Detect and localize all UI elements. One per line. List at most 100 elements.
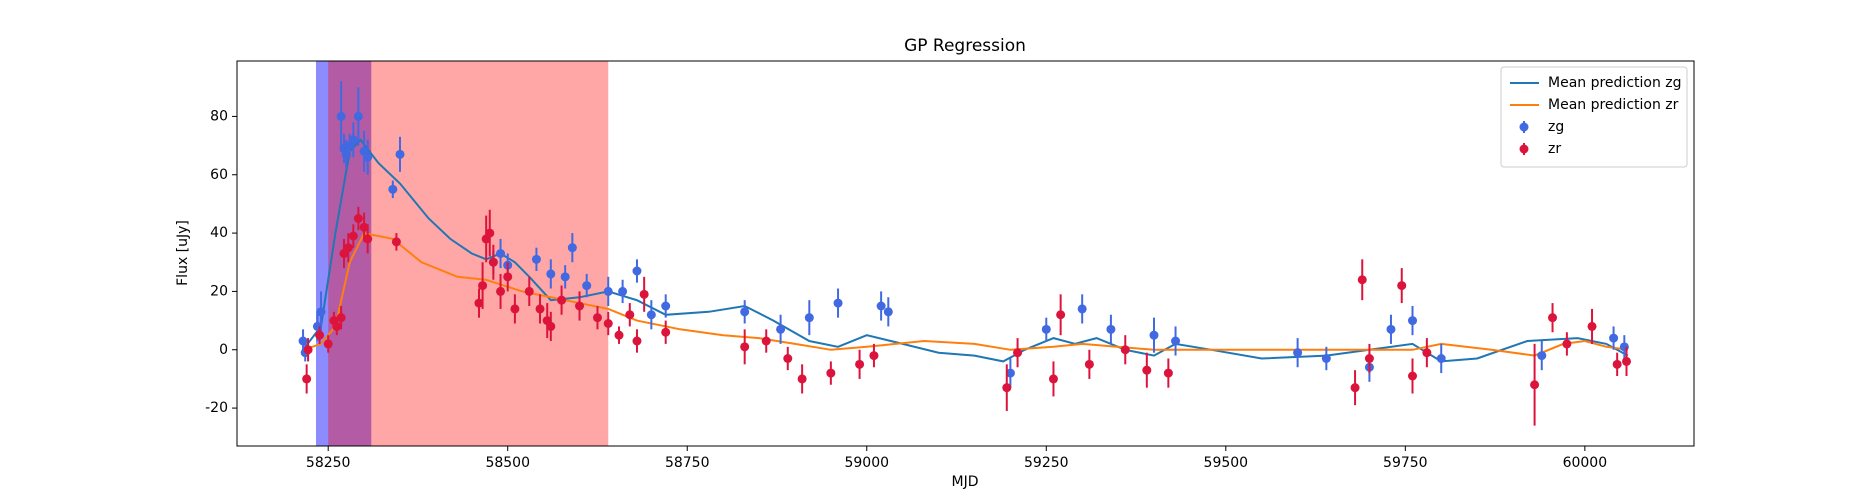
data-point [876, 301, 886, 311]
x-tick-label: 60000 [1563, 455, 1608, 471]
data-point [348, 135, 358, 145]
data-point [343, 243, 353, 253]
data-point [1163, 368, 1173, 378]
data-point [1530, 380, 1540, 390]
data-point [302, 374, 312, 384]
data-point [661, 327, 671, 337]
data-point [614, 330, 624, 340]
data-point [560, 272, 570, 282]
span [328, 61, 609, 446]
y-tick-label: 40 [210, 225, 228, 241]
data-point [632, 336, 642, 346]
data-point [826, 368, 836, 378]
y-tick-label: 80 [210, 108, 228, 124]
data-point [363, 234, 373, 244]
data-point [632, 266, 642, 276]
x-tick-label: 58750 [665, 455, 710, 471]
x-tick-label: 58500 [485, 455, 530, 471]
data-point [388, 184, 398, 194]
data-point [546, 269, 556, 279]
legend-label: zr [1548, 141, 1561, 157]
data-point [1612, 359, 1622, 369]
data-point [391, 237, 401, 247]
data-point [298, 336, 308, 346]
data-point [740, 307, 750, 317]
data-point [625, 310, 635, 320]
legend-box [1500, 66, 1688, 168]
data-point [1621, 356, 1631, 366]
data-point [341, 149, 351, 159]
data-point [1408, 371, 1418, 381]
data-point [478, 281, 488, 291]
chart-title: GP Regression [904, 36, 1026, 56]
legend: Mean prediction zg Mean prediction zr zg zr [1500, 66, 1688, 168]
data-point [567, 243, 577, 253]
data-point [474, 298, 484, 308]
data-point [804, 313, 814, 323]
data-point [1548, 313, 1558, 323]
legend-swatch [1519, 122, 1529, 132]
data-point [1002, 383, 1012, 393]
data-point [348, 231, 358, 241]
data-point [1056, 310, 1066, 320]
data-point [1350, 383, 1360, 393]
data-point [1077, 304, 1087, 314]
data-point [1048, 374, 1058, 384]
data-point [783, 354, 793, 363]
legend-swatch [1519, 144, 1529, 154]
data-point [353, 111, 363, 121]
data-point [603, 319, 613, 328]
data-point [1321, 354, 1331, 363]
data-point [395, 149, 405, 159]
data-point [557, 295, 567, 305]
data-point [1609, 333, 1619, 343]
data-point [1005, 368, 1015, 378]
x-tick-label: 59500 [1204, 455, 1249, 471]
data-point [603, 286, 613, 296]
data-point [661, 301, 671, 311]
mean-line [302, 138, 1629, 363]
legend-label: Mean prediction zg [1548, 75, 1682, 91]
y-tick-label: -20 [205, 400, 228, 416]
data-point [869, 351, 879, 361]
data-point [485, 228, 495, 238]
x-tick-label: 59000 [844, 455, 889, 471]
data-point [592, 313, 602, 323]
data-point [1364, 354, 1374, 363]
data-point [1422, 348, 1432, 358]
data-point [1084, 359, 1094, 369]
x-tick-label: 59250 [1024, 455, 1069, 471]
data-point [1357, 275, 1367, 285]
data-point [1397, 281, 1407, 291]
x-axis-label: MJD [952, 474, 979, 490]
data-point [855, 359, 865, 369]
data-point [740, 342, 750, 352]
data-point [332, 321, 342, 331]
data-point [353, 214, 363, 223]
data-point [1587, 321, 1597, 331]
data-point [575, 301, 585, 311]
y-tick-label: 20 [210, 283, 228, 299]
x-tick-label: 59750 [1383, 455, 1428, 471]
data-point [496, 249, 506, 258]
legend-label: zg [1548, 119, 1564, 135]
data-point [496, 286, 506, 296]
data-point [336, 313, 346, 323]
data-point [503, 272, 513, 282]
data-point [510, 304, 520, 314]
data-point [546, 321, 556, 331]
data-point [488, 257, 498, 267]
data-point [833, 298, 843, 308]
data-point [761, 336, 771, 346]
data-point [359, 222, 369, 232]
data-point [1436, 354, 1446, 363]
data-point [316, 307, 326, 317]
y-tick-label: 60 [210, 167, 228, 183]
mean-line [302, 231, 1629, 357]
data-point [618, 286, 628, 296]
data-point [1293, 348, 1303, 358]
data-point [1171, 336, 1181, 346]
data-point [1013, 348, 1023, 358]
data-point [1142, 365, 1152, 375]
